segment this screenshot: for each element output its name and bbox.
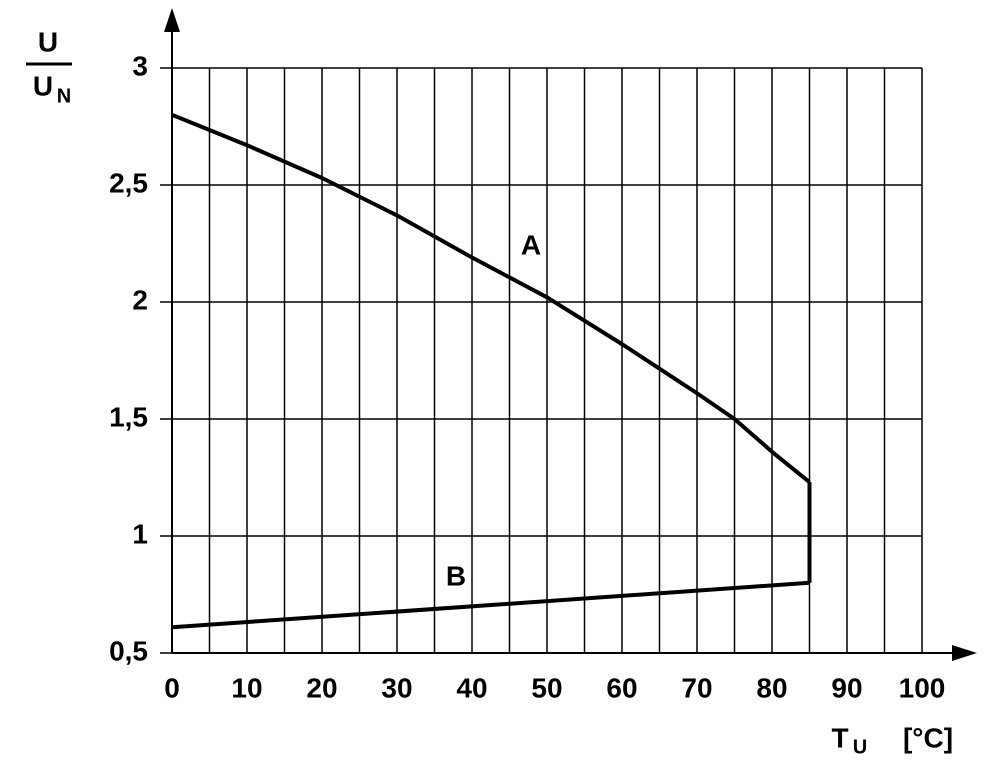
x-tick-label: 50 [531,672,562,703]
y-tick-label: 0,5 [109,635,148,666]
y-tick-label: 1 [132,518,148,549]
y-tick-label: 1,5 [109,401,148,432]
x-tick-label: 30 [381,672,412,703]
x-tick-label: 80 [756,672,787,703]
x-tick-label: 10 [231,672,262,703]
x-tick-label: 100 [899,672,946,703]
x-axis-arrow [952,645,977,661]
x-tick-label: 20 [306,672,337,703]
y-label-subscript: N [57,85,71,107]
y-axis-arrow [164,8,180,32]
y-tick-label: 2,5 [109,167,148,198]
x-tick-label: 60 [606,672,637,703]
x-tick-label: 70 [681,672,712,703]
x-label-subscript: U [853,736,867,758]
y-tick-label: 2 [132,284,148,315]
x-label: T [831,722,848,753]
x-tick-label: 0 [164,672,180,703]
curve-b [171,580,810,630]
y-label-numerator: U [38,26,58,57]
curve-label: A [521,229,541,260]
x-unit: [°C] [903,722,953,753]
x-tick-label: 40 [456,672,487,703]
curve-label: B [446,560,466,591]
y-tick-label: 3 [132,50,148,81]
x-tick-label: 90 [831,672,862,703]
curve-a [171,112,811,484]
y-label-denominator: U [33,70,53,101]
